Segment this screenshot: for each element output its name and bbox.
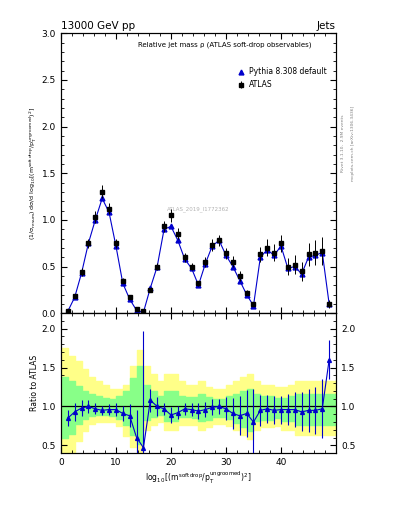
Pythia 8.308 default — [86, 240, 91, 246]
Text: 13000 GeV pp: 13000 GeV pp — [61, 21, 135, 31]
Pythia 8.308 default — [230, 264, 235, 270]
Pythia 8.308 default — [134, 307, 139, 313]
Pythia 8.308 default — [182, 256, 187, 262]
Pythia 8.308 default — [175, 238, 180, 244]
Pythia 8.308 default — [237, 278, 242, 284]
Pythia 8.308 default — [292, 264, 297, 270]
Text: ATLAS_2019_I1772362: ATLAS_2019_I1772362 — [167, 207, 230, 212]
Pythia 8.308 default — [141, 309, 146, 315]
Pythia 8.308 default — [285, 265, 290, 271]
Pythia 8.308 default — [169, 223, 173, 229]
Pythia 8.308 default — [217, 238, 222, 244]
Y-axis label: (1/σ$_{\rm resum}$) dσ/d log$_{10}$[(m$^{\rm soft\,drop}$/p$_{\rm T}^{\rm ungroo: (1/σ$_{\rm resum}$) dσ/d log$_{10}$[(m$^… — [28, 106, 39, 240]
Pythia 8.308 default — [120, 280, 125, 286]
Pythia 8.308 default — [251, 303, 256, 309]
Pythia 8.308 default — [196, 282, 201, 288]
Pythia 8.308 default — [258, 254, 263, 260]
Pythia 8.308 default — [320, 249, 325, 255]
Pythia 8.308 default — [155, 264, 160, 270]
Text: mcplots.cern.ch [arXiv:1306.3436]: mcplots.cern.ch [arXiv:1306.3436] — [351, 106, 354, 181]
Pythia 8.308 default — [162, 226, 167, 232]
Pythia 8.308 default — [272, 252, 277, 259]
Pythia 8.308 default — [189, 265, 194, 271]
Pythia 8.308 default — [210, 243, 215, 249]
Legend: Pythia 8.308 default, ATLAS: Pythia 8.308 default, ATLAS — [233, 65, 329, 92]
Pythia 8.308 default — [224, 252, 228, 259]
Line: Pythia 8.308 default: Pythia 8.308 default — [65, 196, 332, 315]
Pythia 8.308 default — [203, 261, 208, 267]
Pythia 8.308 default — [306, 254, 311, 260]
Pythia 8.308 default — [244, 291, 249, 297]
Pythia 8.308 default — [279, 243, 283, 249]
Pythia 8.308 default — [72, 294, 77, 301]
X-axis label: $\log_{10}$[(m$^{\rm soft\,drop}$/p$_{\rm T}^{\rm ungroomed})^2$]: $\log_{10}$[(m$^{\rm soft\,drop}$/p$_{\r… — [145, 470, 252, 486]
Pythia 8.308 default — [299, 271, 304, 277]
Pythia 8.308 default — [100, 196, 105, 202]
Pythia 8.308 default — [114, 243, 118, 249]
Pythia 8.308 default — [127, 296, 132, 302]
Text: Relative jet mass ρ (ATLAS soft-drop observables): Relative jet mass ρ (ATLAS soft-drop obs… — [138, 41, 311, 48]
Text: Jets: Jets — [317, 21, 336, 31]
Pythia 8.308 default — [265, 247, 270, 253]
Y-axis label: Ratio to ATLAS: Ratio to ATLAS — [30, 355, 39, 411]
Pythia 8.308 default — [79, 270, 84, 276]
Pythia 8.308 default — [148, 285, 152, 291]
Pythia 8.308 default — [65, 308, 70, 314]
Pythia 8.308 default — [93, 217, 97, 223]
Text: Rivet 3.1.10,  2.9M events: Rivet 3.1.10, 2.9M events — [341, 115, 345, 172]
Pythia 8.308 default — [107, 209, 112, 216]
Pythia 8.308 default — [327, 301, 332, 307]
Pythia 8.308 default — [313, 252, 318, 259]
